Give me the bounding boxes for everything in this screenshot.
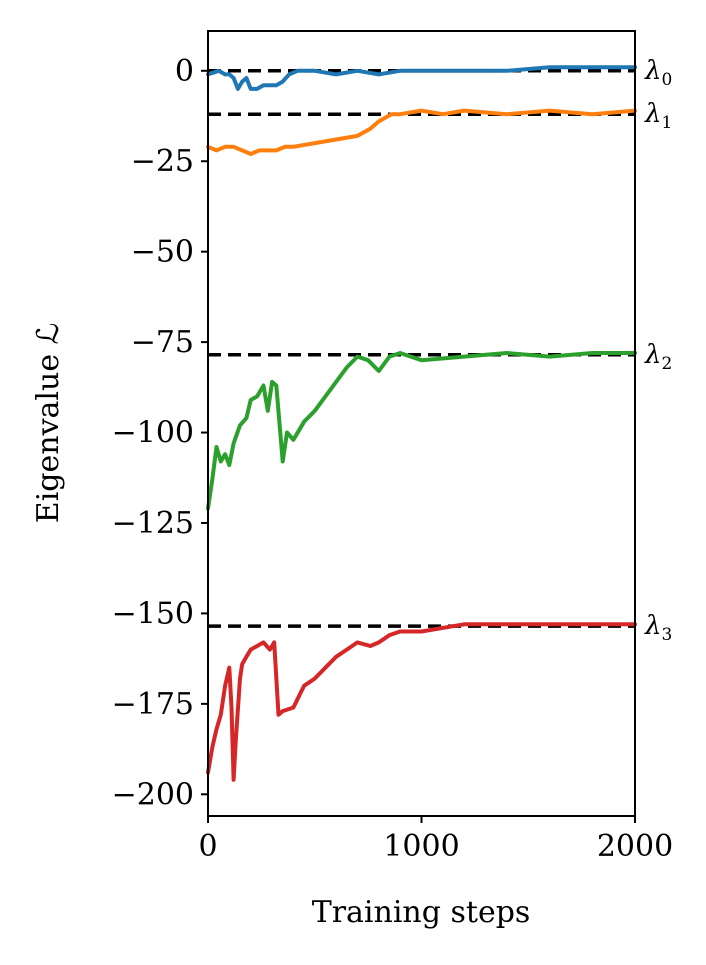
y-tick-label: −200 [112,777,194,812]
lambda-label-1: λ1 [644,99,672,133]
lambda-label-2: λ2 [644,340,672,374]
y-axis-label: Eigenvalue ℒ [31,323,66,523]
y-tick-label: −150 [112,596,194,631]
series-line-2 [206,351,637,511]
y-tick-label: −100 [112,416,194,451]
axis-ticks: 0−25−50−75−100−125−150−175−2000 1000 2000 [112,54,674,864]
y-tick-label: −175 [112,687,194,722]
lambda-label-0: λ0 [644,56,672,90]
y-tick-label: −25 [131,144,194,179]
series-line-1 [206,108,637,156]
lambda-label-3: λ3 [644,611,672,645]
y-tick-label: −75 [131,325,194,360]
x-axis-label: Training steps [312,895,531,930]
line-labels: λ0 λ1 λ2 λ3 [644,56,672,645]
y-tick-label: −50 [131,235,194,270]
y-tick-label: 0 [175,54,194,89]
y-tick-label: −125 [112,506,194,541]
x-tick-label: 2000 [597,829,673,864]
series-line-3 [206,622,637,782]
x-tick-label: 0 [198,829,217,864]
plot-area [206,65,637,782]
x-tick-label: 1000 [383,829,459,864]
series-line-0 [206,65,637,91]
